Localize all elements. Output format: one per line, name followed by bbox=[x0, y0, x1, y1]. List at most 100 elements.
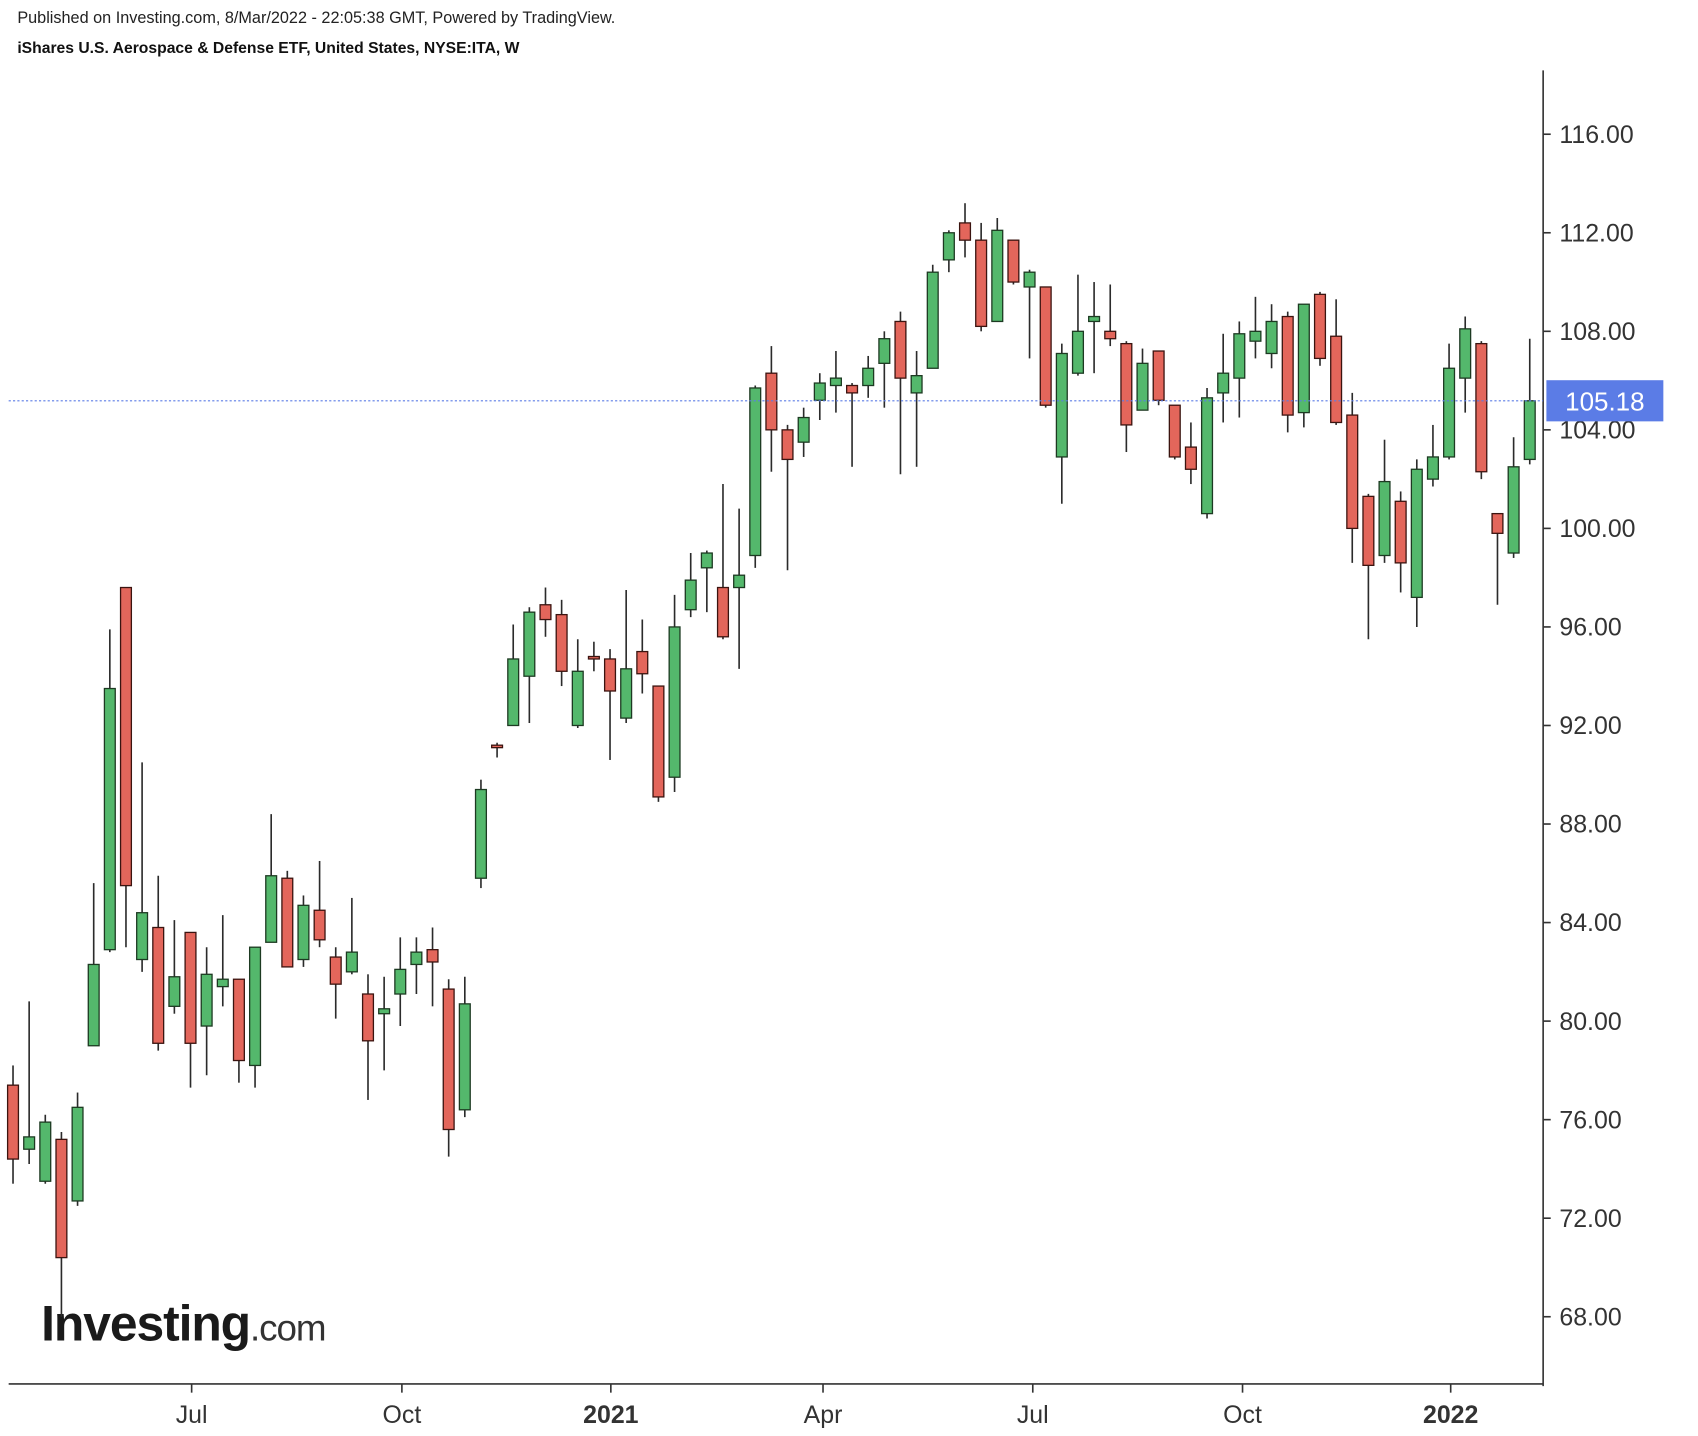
candle-body bbox=[523, 611, 536, 677]
last-price-label: 105.18 bbox=[1565, 387, 1644, 417]
candle-body bbox=[281, 877, 294, 968]
y-tick-label: 108.00 bbox=[1559, 318, 1635, 346]
y-tick-label: 76.00 bbox=[1559, 1106, 1621, 1134]
candle-body bbox=[426, 949, 439, 963]
candle-body bbox=[103, 687, 116, 951]
candle-body bbox=[829, 377, 842, 387]
y-tick-label: 100.00 bbox=[1559, 515, 1635, 543]
candle-body bbox=[1507, 466, 1520, 554]
candle-body bbox=[442, 988, 455, 1131]
candle-body bbox=[813, 382, 826, 401]
candle-body bbox=[265, 875, 278, 943]
candle-body bbox=[555, 613, 568, 672]
candle-body bbox=[1443, 367, 1456, 458]
candle-body bbox=[87, 963, 100, 1047]
x-tick-label: Apr bbox=[804, 1401, 843, 1429]
x-tick-label: Oct bbox=[1223, 1401, 1262, 1429]
candle-body bbox=[942, 232, 955, 261]
candle-body bbox=[1313, 293, 1327, 360]
candle-body bbox=[958, 222, 972, 241]
x-tick-label: 2022 bbox=[1423, 1401, 1478, 1429]
candle-body bbox=[1184, 446, 1197, 470]
y-tick-label: 84.00 bbox=[1559, 909, 1621, 937]
candle-body bbox=[1039, 286, 1052, 406]
last-price-tag bbox=[1546, 380, 1664, 422]
candle-body bbox=[6, 1084, 20, 1160]
candle-body bbox=[248, 946, 262, 1067]
candle-body bbox=[620, 668, 633, 719]
candle-body bbox=[1055, 352, 1068, 458]
candle-body bbox=[797, 416, 810, 443]
candle-body bbox=[1217, 372, 1230, 394]
logo: Investing.com bbox=[41, 1296, 325, 1352]
candle-body bbox=[845, 384, 859, 394]
published-note: Published on Investing.com, 8/Mar/2022 -… bbox=[17, 9, 615, 27]
candle-body bbox=[781, 429, 794, 461]
candle-body bbox=[1394, 500, 1407, 564]
candle-body bbox=[862, 367, 875, 387]
candle-body bbox=[71, 1106, 84, 1202]
y-tick-label: 116.00 bbox=[1559, 121, 1633, 149]
candle-body bbox=[297, 904, 310, 961]
y-tick-label: 96.00 bbox=[1559, 614, 1621, 642]
candle-body bbox=[136, 912, 149, 961]
candle-body bbox=[733, 574, 746, 589]
chart-title: iShares U.S. Aerospace & Defense ETF, Un… bbox=[17, 40, 519, 57]
candle-body bbox=[587, 655, 600, 660]
candle-body bbox=[1249, 330, 1262, 342]
candle-body bbox=[1459, 328, 1472, 379]
y-tick-label: 92.00 bbox=[1559, 712, 1621, 740]
candle-body bbox=[361, 993, 375, 1042]
candle-body bbox=[491, 744, 504, 749]
candle-body bbox=[1426, 456, 1440, 480]
candle-body bbox=[668, 626, 681, 778]
candle-body bbox=[55, 1138, 68, 1259]
candle-body bbox=[975, 239, 988, 328]
candle-body bbox=[23, 1136, 36, 1150]
candle-body bbox=[1071, 330, 1085, 374]
candle-body bbox=[894, 320, 907, 379]
candle-body bbox=[474, 788, 488, 879]
candle-body bbox=[539, 604, 552, 621]
candle-body bbox=[878, 338, 891, 364]
candle-body bbox=[1362, 495, 1375, 566]
candle-body bbox=[394, 968, 407, 995]
candle-body bbox=[571, 670, 584, 727]
candle-body bbox=[652, 685, 665, 798]
logo-main: Investing bbox=[41, 1296, 250, 1352]
candle-body bbox=[458, 1003, 471, 1111]
candle-body bbox=[1233, 333, 1246, 379]
candle-body bbox=[1330, 335, 1343, 424]
candle-body bbox=[1088, 315, 1101, 323]
x-tick-label: Oct bbox=[383, 1401, 422, 1429]
candle-body bbox=[1152, 350, 1165, 401]
candle-body bbox=[1136, 362, 1149, 411]
candle-body bbox=[1410, 468, 1423, 599]
candle-body bbox=[1281, 315, 1294, 416]
candle-body bbox=[1491, 512, 1504, 534]
logo-suffix: .com bbox=[250, 1308, 325, 1349]
candle-body bbox=[1007, 239, 1020, 283]
candle-body bbox=[507, 658, 520, 727]
candle-body bbox=[1346, 414, 1359, 530]
y-tick-label: 112.00 bbox=[1559, 219, 1633, 247]
candle-body bbox=[1023, 271, 1036, 288]
candle-body bbox=[1475, 342, 1488, 473]
candle-body bbox=[1104, 330, 1117, 340]
x-tick-label: Jul bbox=[1017, 1401, 1049, 1429]
candle-body bbox=[926, 271, 939, 369]
candle-body bbox=[378, 1008, 391, 1015]
candle-body bbox=[152, 926, 165, 1044]
candle-body bbox=[39, 1121, 52, 1182]
candle-body bbox=[765, 372, 778, 431]
y-tick-label: 80.00 bbox=[1559, 1008, 1621, 1036]
candle-body bbox=[700, 552, 713, 569]
candle-body bbox=[184, 931, 197, 1044]
candle-body bbox=[216, 978, 229, 988]
x-tick-label: 2021 bbox=[583, 1401, 639, 1429]
candle-body bbox=[313, 909, 326, 941]
candle-body bbox=[1120, 342, 1133, 426]
candle-body bbox=[603, 658, 617, 692]
